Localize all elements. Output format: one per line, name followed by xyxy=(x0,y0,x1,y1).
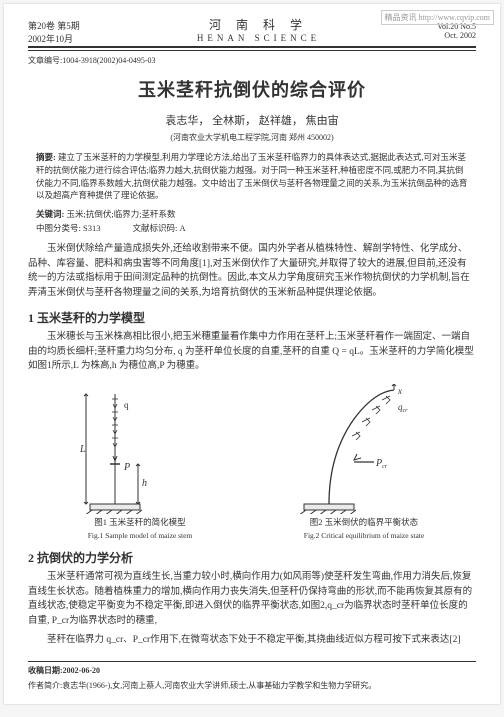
doc-label: 文献标识码: xyxy=(132,223,177,233)
figure-2-caption-cn: 图2 玉米倒伏的临界平衡状态 xyxy=(264,517,464,528)
fig1-L-label: L xyxy=(80,444,86,455)
author-bio: 作者简介:袁志华(1966-),女,河南上蔡人,河南农业大学讲师,硕士,从事基础… xyxy=(28,680,476,691)
fig2-x-label: x xyxy=(397,386,402,396)
section-1-body: 玉米穗长与玉米株高相比很小,把玉米穗重量看作集中力作用在茎秆上;玉米茎秆看作一端… xyxy=(28,330,476,374)
abstract: 摘要: 建立了玉米茎秆的力学模型,利用力学理论方法,给出了玉米茎秆临界力的具体表… xyxy=(36,151,468,202)
figure-1-caption-en: Fig.1 Sample model of maize stem xyxy=(40,531,240,541)
clc-code: S313 xyxy=(83,223,100,233)
fig2-Pcr-label: Pcr xyxy=(375,458,388,470)
watermark: 精品资讯 http://www.cqvip.com xyxy=(381,10,494,25)
journal-name-cn: 河 南 科 学 xyxy=(197,16,320,33)
fig1-P-label: P xyxy=(123,462,130,473)
section-2-head: 2 抗倒伏的力学分析 xyxy=(28,549,476,566)
keywords: 关键词: 玉米;抗倒伏;临界力;茎秆系数 xyxy=(36,208,468,220)
fig1-q-label: q xyxy=(124,400,129,410)
date-cn: 2002年10月 xyxy=(28,32,80,45)
figure-1-caption-cn: 图1 玉米茎秆的简化模型 xyxy=(40,517,240,528)
abstract-label: 摘要: xyxy=(36,152,56,162)
date-en: Oct. 2002 xyxy=(437,31,476,40)
figures-row: q P L h 图1 玉米茎秆的简化模型 Fig.1 Sample model … xyxy=(28,384,476,541)
section-1-head: 1 玉米茎秆的力学模型 xyxy=(28,309,476,326)
affiliation: (河南农业大学机电工程学院,河南 郑州 450002) xyxy=(28,132,476,143)
article-id: 文章编号:1004-3918(2002)04-0495-03 xyxy=(28,55,476,66)
section-2-body-2: 茎秆在临界力 q_cr、P_cr作用下,在微弯状态下处于不稳定平衡,其挠曲线近似… xyxy=(28,633,476,648)
paper-title: 玉米茎秆抗倒伏的综合评价 xyxy=(28,76,476,102)
fig2-qcr-label: qcr xyxy=(398,402,408,414)
fig1-h-label: h xyxy=(142,478,147,489)
vol-cn: 第20卷 第5期 xyxy=(28,19,80,32)
section-2-body-1: 玉米茎秆通常可视为直线生长,当重力较小时,横向作用力(如风雨等)使茎秆发生弯曲,… xyxy=(28,570,476,629)
doc-code: A xyxy=(179,223,185,233)
figure-2-caption-en: Fig.2 Critical equilibrium of maize stat… xyxy=(264,531,464,541)
journal-name-en: HENAN SCIENCE xyxy=(197,33,320,43)
figure-2-svg: x qcr Pcr xyxy=(294,384,434,514)
clc-label: 中图分类号: xyxy=(36,223,81,233)
footer-rule xyxy=(28,661,476,662)
figure-1-svg: q P L h xyxy=(80,384,200,514)
classification-line: 中图分类号: S313 文献标识码: A xyxy=(36,222,468,234)
figure-1: q P L h 图1 玉米茎秆的简化模型 Fig.1 Sample model … xyxy=(40,384,240,541)
authors: 袁志华， 全林斯， 赵祥雄， 焦由宙 xyxy=(28,112,476,128)
keywords-text: 玉米;抗倒伏;临界力;茎秆系数 xyxy=(66,209,175,219)
keywords-label: 关键词: xyxy=(36,209,64,219)
abstract-text: 建立了玉米茎秆的力学模型,利用力学理论方法,给出了玉米茎秆临界力的具体表达式,据… xyxy=(36,152,467,200)
figure-2: x qcr Pcr 图2 玉米倒伏的临界平衡状态 Fig.2 Critical … xyxy=(264,384,464,541)
page: 第20卷 第5期 2002年10月 河 南 科 学 HENAN SCIENCE … xyxy=(4,4,500,704)
received-date: 收稿日期:2002-06-20 xyxy=(28,665,476,676)
intro-paragraph: 玉米倒伏除给产量造成损失外,还给收割带来不便。国内外学者从植株特性、解剖学特性、… xyxy=(28,242,476,301)
